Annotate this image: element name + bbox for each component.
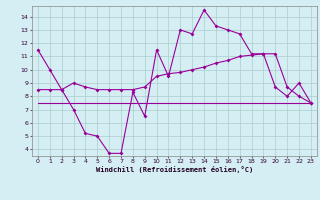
X-axis label: Windchill (Refroidissement éolien,°C): Windchill (Refroidissement éolien,°C) [96,166,253,173]
